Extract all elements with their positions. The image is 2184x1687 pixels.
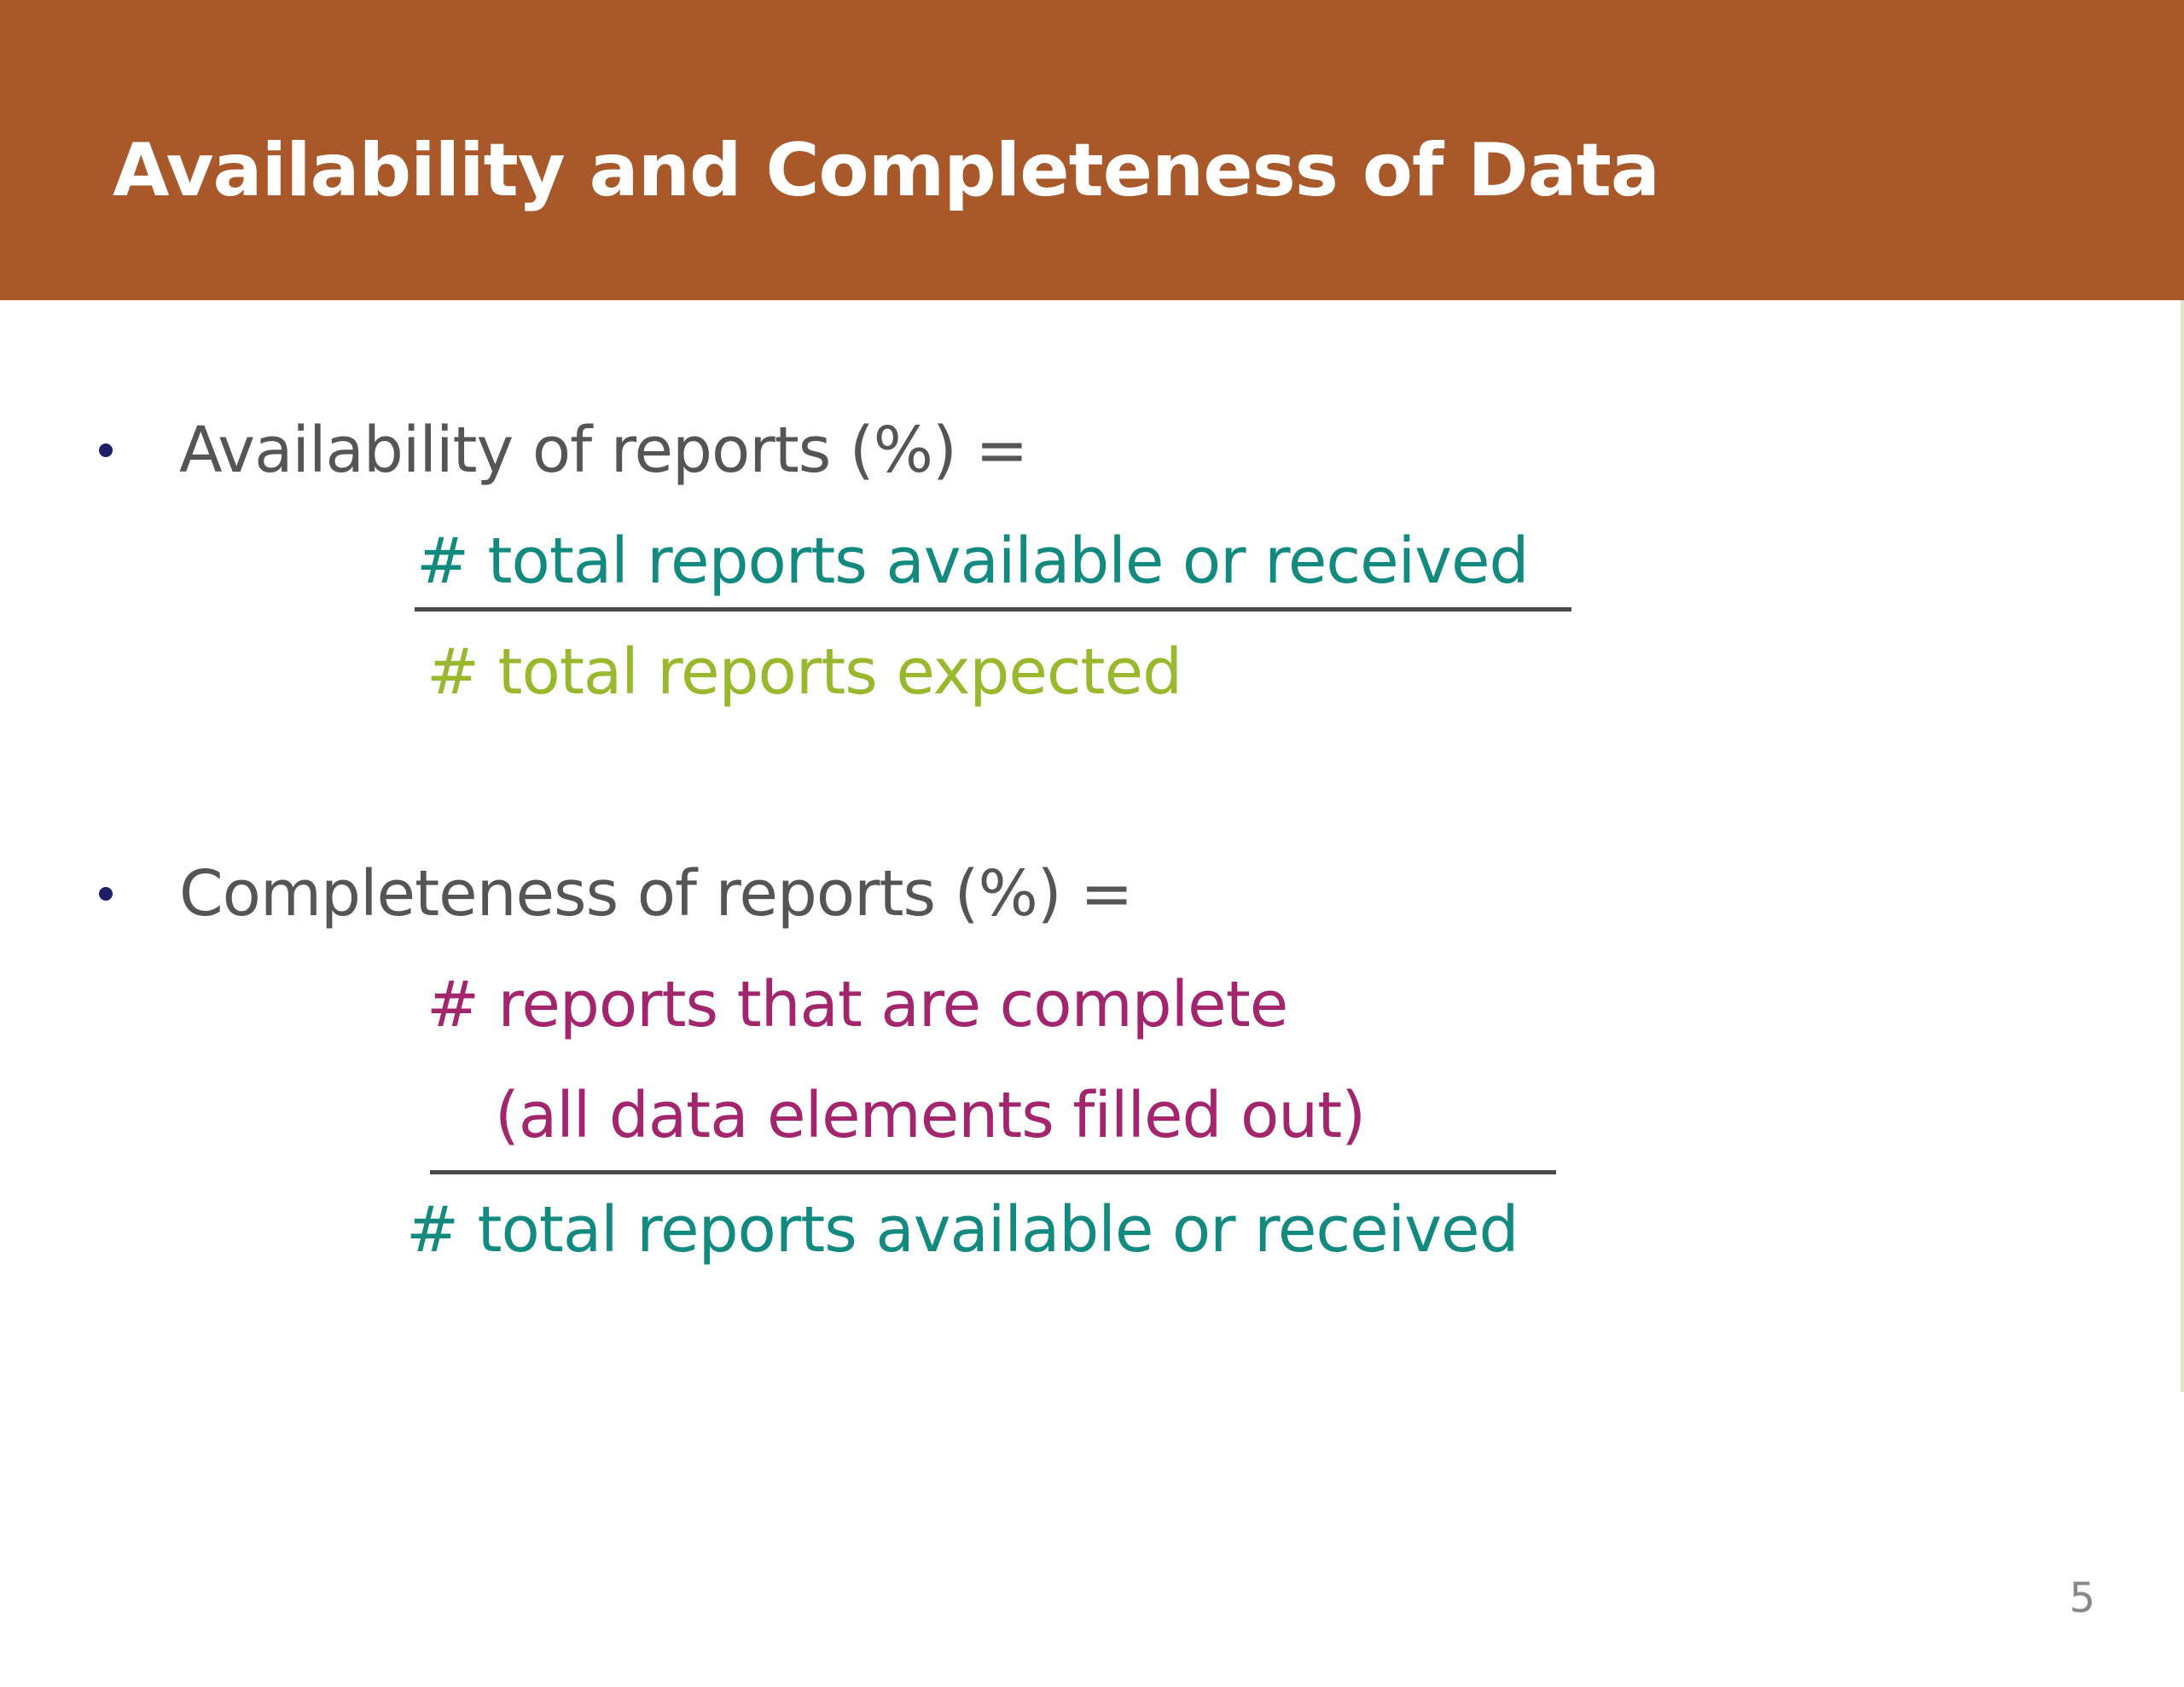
completeness-label: Completeness of reports (%) = xyxy=(179,857,1133,930)
completeness-fraction-bar xyxy=(430,1170,1556,1174)
availability-numerator: # total reports available or received xyxy=(416,525,1529,598)
right-edge-accent xyxy=(2181,300,2184,1392)
completeness-numerator-line2: (all data elements filled out) xyxy=(495,1079,1366,1152)
page-number: 5 xyxy=(2069,1574,2095,1622)
completeness-numerator-line1: # reports that are complete xyxy=(427,968,1288,1041)
header-band: Availability and Completeness of Data xyxy=(0,0,2184,300)
completeness-denominator: # total reports available or received xyxy=(406,1193,1519,1267)
slide-title: Availability and Completeness of Data xyxy=(113,128,1660,213)
availability-denominator: # total reports expected xyxy=(427,635,1182,709)
availability-label: Availability of reports (%) = xyxy=(179,414,1028,487)
availability-fraction-bar xyxy=(415,607,1571,612)
bullet-icon xyxy=(99,443,113,457)
bullet-icon xyxy=(99,887,113,901)
